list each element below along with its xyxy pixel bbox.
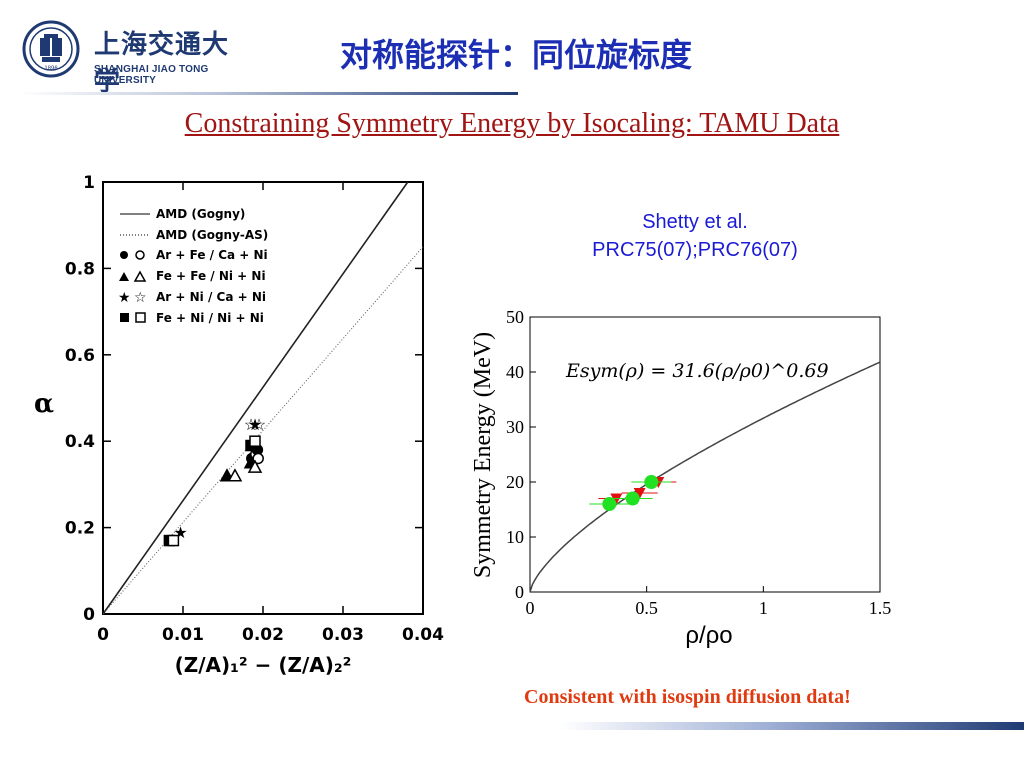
data-point-star: ★ <box>248 417 262 434</box>
university-logo: 1896 上海交通大学 SHANGHAI JIAO TONG UNIVERSIT… <box>22 20 242 96</box>
y-tick-label: 0.4 <box>65 432 95 452</box>
legend-marker-filled-triangle <box>119 272 129 281</box>
legend-marker-filled-square <box>120 313 129 322</box>
legend-label-amd-gogny-as: AMD (Gogny-AS) <box>156 228 268 242</box>
slide-title: 对称能探针：同位旋标度 <box>340 36 693 74</box>
x-axis-ticks: 0 0.01 0.02 0.03 0.04 <box>97 182 444 645</box>
citation: Shetty et al. PRC75(07);PRC76(07) <box>560 208 830 264</box>
model-line-amd-gogny <box>102 181 409 615</box>
legend: AMD (Gogny) AMD (Gogny-AS) Ar + Fe / Ca … <box>118 207 268 325</box>
x-axis-label: (Z/A)₁² − (Z/A)₂² <box>175 653 352 677</box>
seal-year: 1896 <box>44 66 58 72</box>
data-point-square <box>167 534 180 547</box>
y-axis-label: Symmetry Energy (MeV) <box>470 332 496 578</box>
legend-marker-open-triangle <box>133 270 147 282</box>
data-point-triangle <box>247 459 263 473</box>
x-tick-label: 0.5 <box>635 598 658 618</box>
legend-marker-open-square <box>135 312 146 323</box>
x-axis-label: ρ/ρo <box>685 622 732 649</box>
y-axis-label: α <box>34 389 54 419</box>
y-tick-label: 40 <box>506 362 524 382</box>
legend-label-amd-gogny: AMD (Gogny) <box>156 207 245 221</box>
logo-chinese-name: 上海交通大学 <box>94 30 230 96</box>
logo-english-name: SHANGHAI JIAO TONG UNIVERSITY <box>94 64 209 86</box>
x-tick-label: 0.02 <box>242 625 284 645</box>
y-tick-label: 10 <box>506 527 524 547</box>
data-point-star: ☆ <box>252 417 266 434</box>
slide-subtitle: Constraining Symmetry Energy by Isocalin… <box>184 108 840 139</box>
data-points: ★☆★☆ <box>163 417 266 547</box>
footer-bar <box>560 722 1024 730</box>
x-tick-label: 0.04 <box>402 625 444 645</box>
formula-annotation: Esym(ρ) = 31.6(ρ/ρ0)^0.69 <box>565 360 829 382</box>
legend-marker-filled-circle <box>120 251 128 259</box>
y-tick-label: 0.6 <box>65 346 95 366</box>
x-tick-label: 0.01 <box>162 625 204 645</box>
x-axis-ticks: 0 0.5 1 1.5 <box>526 586 892 618</box>
legend-marker-open-star: ☆ <box>134 290 147 306</box>
y-tick-label: 0.2 <box>65 519 95 539</box>
y-axis-ticks: 0 0.2 0.4 0.6 0.8 1 <box>65 173 423 625</box>
conclusion-text: Consistent with isospin diffusion data! <box>524 686 851 708</box>
data-point-square <box>249 435 261 447</box>
citation-authors: Shetty et al. <box>642 211 748 233</box>
data-points <box>589 475 677 511</box>
y-tick-label: 1 <box>83 173 95 193</box>
y-tick-label: 0 <box>83 605 95 625</box>
y-tick-label: 0 <box>515 582 524 602</box>
header-divider <box>18 92 518 95</box>
legend-marker-filled-star: ★ <box>118 290 131 306</box>
data-point-green-circle <box>602 497 617 511</box>
symmetry-energy-chart: 0 10 20 30 40 50 0 0.5 1 1.5 Esym(ρ) = 31.6(ρ/ρ0… <box>470 307 892 649</box>
plot-frame <box>102 181 424 615</box>
legend-marker-open-circle <box>135 250 145 260</box>
legend-label-ar-ni: Ar + Ni / Ca + Ni <box>156 290 266 304</box>
model-line-amd-gogny-as <box>102 246 424 615</box>
y-tick-label: 20 <box>506 472 524 492</box>
x-tick-label: 1 <box>759 598 768 618</box>
x-tick-label: 1.5 <box>869 598 892 618</box>
university-seal-icon: 1896 <box>22 20 80 78</box>
legend-label-fe-ni: Fe + Ni / Ni + Ni <box>156 311 264 325</box>
esym-curve <box>529 361 881 593</box>
x-tick-label: 0 <box>526 598 535 618</box>
y-tick-label: 50 <box>506 307 524 327</box>
y-tick-label: 0.8 <box>65 259 95 279</box>
alpha-isoscaling-chart: 00.20.40.60.81 0 0.01 0.02 0.03 0.04 ★☆★☆ AM… <box>34 173 444 677</box>
data-point-triangle <box>227 468 243 482</box>
plot-frame <box>529 316 881 593</box>
y-tick-label: 30 <box>506 417 524 437</box>
model-lines <box>102 181 424 615</box>
citation-reference: PRC75(07);PRC76(07) <box>592 239 798 261</box>
data-point-red-triangle <box>633 488 646 499</box>
y-axis-ticks: 0 10 20 30 40 50 <box>506 307 536 602</box>
data-point-green-circle <box>644 475 659 489</box>
legend-label-ar-fe: Ar + Fe / Ca + Ni <box>156 248 268 262</box>
x-tick-label: 0 <box>97 625 109 645</box>
data-point-star: ☆ <box>244 417 258 434</box>
x-tick-label: 0.03 <box>322 625 364 645</box>
legend-label-fe-fe: Fe + Fe / Ni + Ni <box>156 269 266 283</box>
data-point-green-circle <box>625 491 640 506</box>
